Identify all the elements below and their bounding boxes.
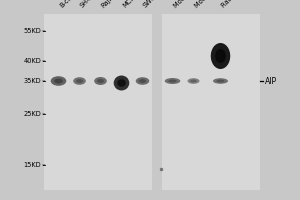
Text: 15KD: 15KD (23, 162, 41, 168)
Text: 55KD: 55KD (23, 28, 41, 34)
Ellipse shape (114, 75, 129, 90)
Text: 40KD: 40KD (23, 58, 41, 64)
Ellipse shape (216, 80, 225, 82)
Text: AIP: AIP (265, 76, 277, 86)
Ellipse shape (94, 77, 107, 85)
Bar (152, 14, 162, 190)
Ellipse shape (139, 79, 146, 83)
Ellipse shape (211, 43, 230, 69)
Text: SH-SY5Y: SH-SY5Y (80, 0, 103, 9)
Ellipse shape (117, 79, 126, 87)
Text: Mouse pancreas: Mouse pancreas (194, 0, 236, 9)
Ellipse shape (188, 78, 200, 84)
Text: B-cell: B-cell (58, 0, 76, 9)
Ellipse shape (51, 76, 66, 86)
Ellipse shape (168, 79, 177, 82)
Ellipse shape (54, 79, 63, 83)
Ellipse shape (213, 78, 228, 84)
Ellipse shape (136, 77, 149, 85)
Ellipse shape (97, 79, 104, 83)
Text: Mouse kidney: Mouse kidney (172, 0, 209, 9)
Text: 25KD: 25KD (23, 111, 41, 117)
Text: Raji: Raji (100, 0, 113, 9)
Text: SW620: SW620 (142, 0, 163, 9)
Text: 35KD: 35KD (23, 78, 41, 84)
Ellipse shape (73, 77, 86, 85)
Ellipse shape (215, 49, 226, 63)
Bar (44, 14, 260, 190)
Text: MCF7: MCF7 (122, 0, 139, 9)
Ellipse shape (190, 80, 197, 82)
Ellipse shape (165, 78, 180, 84)
Text: Rat liver: Rat liver (220, 0, 244, 9)
Ellipse shape (76, 79, 83, 83)
